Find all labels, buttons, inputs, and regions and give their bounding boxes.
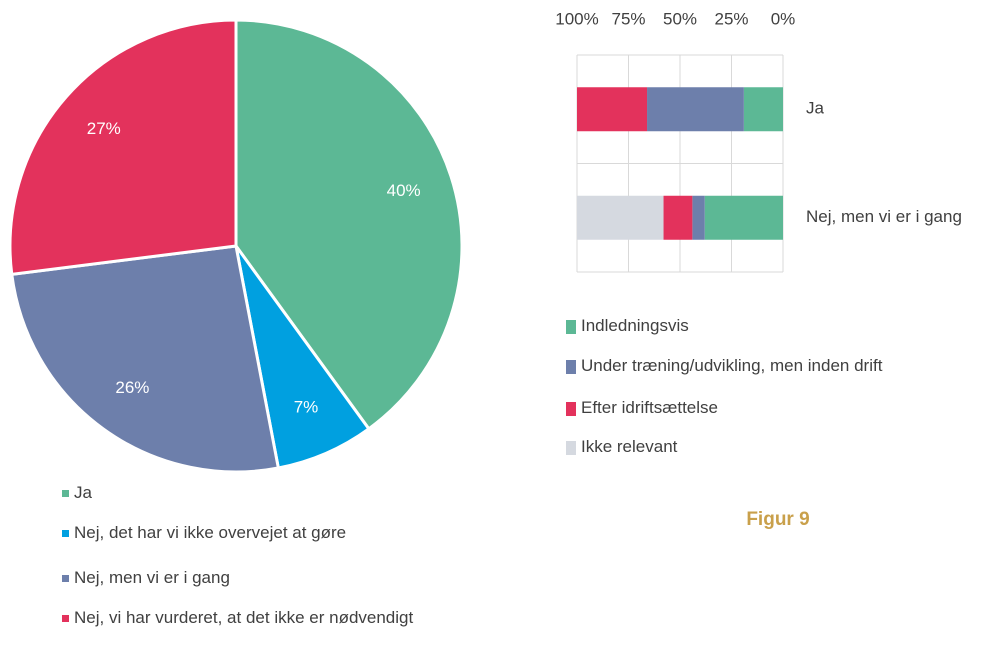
caption: Figur 9 [746, 509, 809, 530]
bar [692, 195, 705, 240]
legend-swatch [566, 401, 576, 416]
legend-label: Nej, vi har vurderet, at det ikke er nød… [74, 608, 414, 627]
pie-slice [8, 18, 238, 277]
bar [577, 87, 648, 132]
legend-swatch [62, 490, 69, 498]
legend-swatch [62, 575, 69, 583]
legend-swatch [566, 319, 576, 334]
legend-item: Ja [62, 482, 422, 504]
y-tick-label: Nej, men vi er i gang [806, 207, 962, 226]
x-tick-label: 0% [771, 9, 796, 28]
legend-label: Ikke relevant [581, 437, 678, 456]
bar [743, 87, 783, 132]
data-label: 7% [294, 397, 319, 416]
legend-label: Ja [74, 483, 92, 502]
data-label: 26% [115, 378, 149, 397]
x-tick-label: 100% [555, 9, 598, 28]
bar [647, 87, 744, 132]
legend-item: Under træning/udvikling, men inden drift [566, 355, 996, 377]
legend-swatch [566, 440, 576, 455]
legend-item: Ikke relevant [566, 436, 996, 458]
bar [704, 195, 783, 240]
x-tick-label: 75% [611, 9, 645, 28]
legend-item: Efter idriftsættelse [566, 397, 996, 419]
bar [663, 195, 693, 240]
bar [577, 195, 664, 240]
data-label: 27% [87, 119, 121, 138]
legend-swatch [62, 615, 69, 623]
x-tick-label: 50% [663, 9, 697, 28]
legend-label: Nej, det har vi ikke overvejet at gøre [74, 523, 347, 542]
legend-swatch [566, 359, 576, 374]
legend-label: Efter idriftsættelse [581, 398, 718, 417]
legend-item: Nej, men vi er i gang [62, 567, 422, 589]
legend-swatch [62, 530, 69, 538]
x-tick-label: 25% [714, 9, 748, 28]
legend-label: Nej, men vi er i gang [74, 568, 230, 587]
legend-item: Nej, det har vi ikke overvejet at gøre [62, 522, 422, 544]
data-label: 40% [387, 181, 421, 200]
pie-slice [234, 18, 464, 431]
y-tick-label: Ja [806, 99, 825, 118]
legend-item: Indledningsvis [566, 315, 996, 337]
legend-label: Under træning/udvikling, men inden drift [581, 356, 883, 375]
pie-slice [10, 244, 281, 474]
legend-item: Nej, vi har vurderet, at det ikke er nød… [62, 607, 422, 629]
legend-label: Indledningsvis [581, 316, 689, 335]
